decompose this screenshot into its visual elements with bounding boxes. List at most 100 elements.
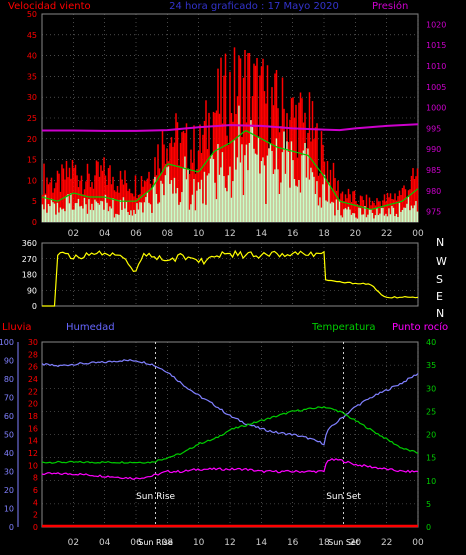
humidity-scale-label: 18: [28, 412, 38, 421]
humidity-label: Humedad: [66, 322, 115, 333]
x-tick-label: 08: [162, 229, 174, 239]
x-tick-label: 16: [287, 229, 299, 239]
x-tick-label: 04: [99, 229, 111, 239]
y-tick-label-left: 15: [27, 156, 37, 165]
x-tick-label: 12: [224, 538, 235, 548]
x-tick-label: 18: [318, 229, 330, 239]
rain-tick-label: 10: [4, 505, 14, 514]
y-tick-label-right: 1000: [426, 104, 446, 113]
y-tick-label-right: 35: [426, 361, 436, 370]
y-tick-label-right: 25: [426, 407, 436, 416]
y-tick-label-right: 20: [426, 431, 436, 440]
y-tick-label: 180: [22, 271, 37, 280]
x-tick-label: 22: [381, 538, 392, 548]
pressure-line: [42, 123, 419, 132]
humidity-scale-label: 2: [33, 511, 38, 520]
y-tick-label-left: 20: [27, 135, 37, 144]
rain-tick-label: 0: [9, 523, 14, 532]
y-tick-label-left: 35: [27, 72, 37, 81]
humidity-scale-label: 6: [33, 486, 38, 495]
y-tick-label-right: 15: [426, 454, 436, 463]
y-tick-label-right: 1015: [426, 41, 446, 50]
humidity-scale-label: 4: [33, 498, 38, 507]
direction-label: S: [436, 273, 443, 286]
rain-tick-label: 70: [4, 394, 14, 403]
pressure-label: Presión: [372, 0, 408, 12]
sun-annotation: Sun Rise: [136, 492, 175, 502]
x-tick-label: 06: [130, 229, 142, 239]
rain-tick-label: 100: [0, 338, 14, 347]
x-tick-label: 00: [412, 538, 424, 548]
y-tick-label-right: 10: [426, 477, 436, 486]
humidity-scale-label: 30: [28, 338, 38, 347]
temperature-line: [41, 406, 419, 464]
y-tick-label-left: 50: [27, 10, 37, 19]
direction-label: N: [436, 236, 444, 249]
direction-label: N: [436, 307, 444, 320]
humidity-scale-label: 20: [28, 400, 38, 409]
rain-label: Lluvia: [2, 322, 32, 333]
wind-avg-line: [41, 130, 419, 210]
x-tick-label: 12: [224, 229, 235, 239]
humidity-scale-label: 16: [28, 424, 38, 433]
direction-line: [42, 249, 419, 307]
x-tick-label: 14: [256, 538, 268, 548]
rain-tick-label: 90: [4, 357, 14, 366]
humidity-scale-label: 10: [28, 461, 38, 470]
x-tick-label: 20: [350, 229, 362, 239]
humidity-scale-label: 24: [28, 375, 38, 384]
y-tick-label-left: 30: [27, 93, 37, 102]
x-tick-label: 20: [350, 538, 362, 548]
humidity-scale-label: 22: [28, 387, 38, 396]
y-tick-label-right: 5: [426, 500, 431, 509]
humidity-scale-label: 26: [28, 363, 38, 372]
x-tick-label: 04: [99, 538, 111, 548]
x-tick-label: 16: [287, 538, 299, 548]
rain-tick-label: 80: [4, 375, 14, 384]
temperature-label: Temperatura: [311, 322, 376, 333]
x-tick-label: 08: [162, 538, 174, 548]
y-tick-label-right: 0: [426, 523, 431, 532]
x-tick-label: 22: [381, 229, 392, 239]
y-tick-label-right: 40: [426, 338, 436, 347]
y-tick-label-right: 980: [426, 187, 441, 196]
y-tick-label: 360: [22, 239, 37, 248]
y-tick-label-right: 975: [426, 208, 441, 217]
x-tick-label: 18: [318, 538, 330, 548]
wind-speed-label: Velocidad viento: [8, 1, 91, 12]
dewpoint-label: Punto rocío: [392, 321, 448, 333]
y-tick-label: 90: [27, 286, 37, 295]
x-tick-label: 10: [193, 229, 205, 239]
sun-axis-label: Sun Set: [328, 538, 359, 547]
y-tick-label-right: 995: [426, 124, 441, 133]
rain-tick-label: 30: [4, 468, 14, 477]
x-tick-label: 02: [68, 538, 79, 548]
humidity-scale-label: 28: [28, 350, 38, 359]
x-tick-label: 06: [130, 538, 142, 548]
x-tick-label: 10: [193, 538, 205, 548]
y-tick-label-right: 1005: [426, 83, 446, 92]
y-tick-label-left: 45: [27, 31, 37, 40]
y-tick-label-left: 10: [27, 176, 37, 185]
y-tick-label-right: 1010: [426, 62, 446, 71]
y-tick-label-left: 5: [32, 197, 37, 206]
dewpoint-line: [41, 458, 419, 480]
humidity-scale-label: 8: [33, 474, 38, 483]
y-tick-label-left: 25: [27, 114, 37, 123]
y-tick-label: 0: [32, 302, 37, 311]
y-tick-label-left: 40: [27, 52, 37, 61]
wind-pressure-panel: 02 04 06 08 10 12 14 16 18 20 22 000510152025303540…: [27, 10, 447, 239]
x-tick-label: 14: [256, 229, 268, 239]
y-tick-label-right: 1020: [426, 20, 446, 29]
direction-label: E: [436, 290, 443, 303]
rain-tick-label: 50: [4, 431, 14, 440]
rain-tick-label: 60: [4, 412, 14, 421]
y-tick-label-right: 985: [426, 166, 441, 175]
humidity-scale-label: 0: [33, 523, 38, 532]
direction-label: W: [436, 255, 447, 268]
humidity-scale-label: 12: [28, 449, 38, 458]
rain-tick-label: 20: [4, 486, 14, 495]
